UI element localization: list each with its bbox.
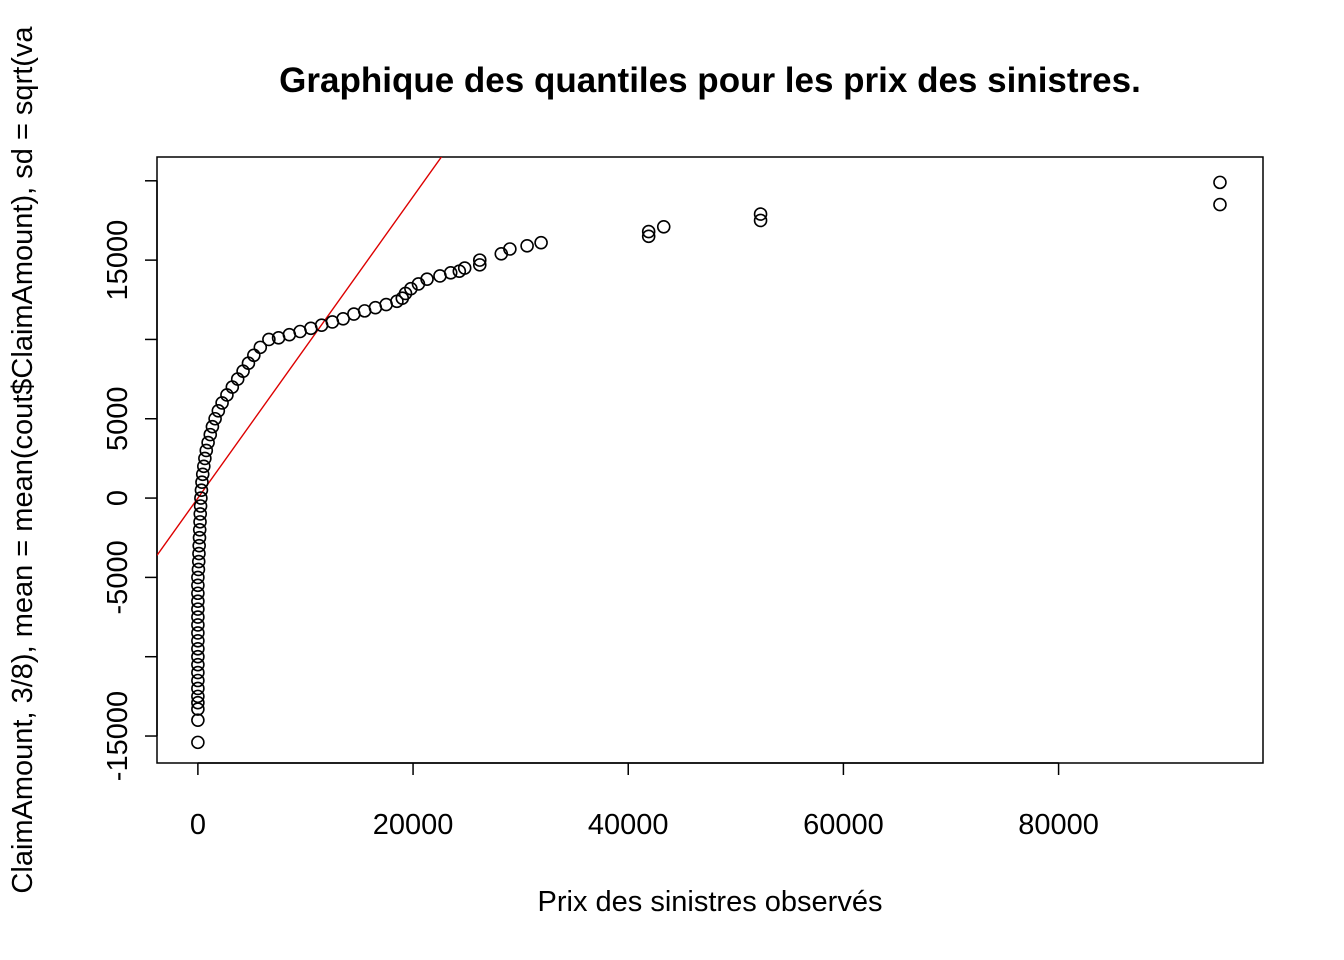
data-point [205, 419, 220, 434]
data-point [191, 673, 205, 688]
data-point [503, 242, 517, 256]
data-point [641, 229, 656, 244]
x-tick-label: 40000 [588, 809, 669, 841]
data-point [191, 578, 205, 593]
y-axis-label: ClaimAmount, 3/8), mean = mean(cout$Clai… [7, 26, 39, 894]
data-point [201, 435, 215, 450]
data-point [192, 546, 206, 561]
data-point [208, 411, 222, 426]
plot-frame [156, 156, 1264, 764]
x-tick-label: 0 [190, 809, 206, 841]
data-point [253, 340, 268, 355]
data-point [192, 538, 206, 553]
data-point [193, 507, 208, 521]
data-point [193, 515, 207, 529]
reference-line [157, 157, 443, 556]
x-tick-label: 60000 [803, 809, 884, 841]
data-point [191, 713, 205, 727]
data-point [191, 649, 205, 664]
reference-line-group [157, 157, 443, 556]
data-point [656, 220, 671, 234]
y-tick-label: 15000 [102, 220, 134, 301]
y-tick-label: 5000 [102, 386, 134, 451]
x-tick-label: 20000 [373, 809, 454, 841]
data-point [191, 586, 205, 601]
data-point [191, 695, 205, 710]
points-group [191, 175, 1227, 750]
data-point [191, 602, 205, 616]
data-point [191, 689, 205, 704]
data-point [191, 657, 205, 672]
data-point [215, 396, 229, 410]
data-point [641, 224, 656, 239]
data-point [443, 266, 458, 280]
chart-title: Graphique des quantiles pour les prix de… [279, 61, 1141, 100]
data-point [199, 443, 214, 458]
x-tick-label: 80000 [1018, 809, 1099, 841]
data-point [191, 554, 206, 569]
x-axis-label: Prix des sinistres observés [538, 886, 883, 918]
data-point [193, 499, 208, 513]
data-point [1213, 197, 1227, 212]
data-point [194, 483, 209, 497]
data-point [191, 641, 205, 656]
data-point [472, 258, 487, 272]
data-point [191, 594, 205, 608]
data-point [262, 332, 276, 347]
data-point [191, 562, 206, 577]
data-point [195, 467, 210, 482]
x-axis: 0 20000 40000 60000 80000 [190, 762, 1099, 841]
data-point [404, 281, 418, 296]
data-point [191, 681, 205, 696]
data-point [198, 451, 212, 466]
data-point [457, 261, 472, 275]
data-point [192, 523, 207, 537]
data-point [191, 570, 205, 585]
data-point [192, 530, 207, 545]
data-point [520, 239, 534, 253]
data-point [195, 475, 209, 490]
data-point [197, 459, 211, 474]
y-tick-label: -5000 [102, 540, 134, 614]
data-point [191, 665, 205, 680]
data-point [191, 735, 205, 750]
data-point [194, 491, 208, 505]
y-tick-label: 0 [102, 490, 134, 506]
data-point [753, 213, 768, 228]
data-point [191, 634, 205, 648]
data-point [191, 618, 205, 632]
data-point [534, 235, 548, 250]
data-point [472, 253, 487, 267]
data-point [420, 272, 434, 286]
data-point [211, 404, 226, 418]
data-point [191, 610, 205, 624]
data-point [203, 427, 218, 442]
y-tick-label: -15000 [102, 691, 134, 781]
y-axis: -15000 -5000 0 5000 15000 [102, 180, 158, 781]
data-point [191, 626, 205, 640]
data-point [1213, 175, 1227, 190]
data-point [753, 207, 768, 221]
